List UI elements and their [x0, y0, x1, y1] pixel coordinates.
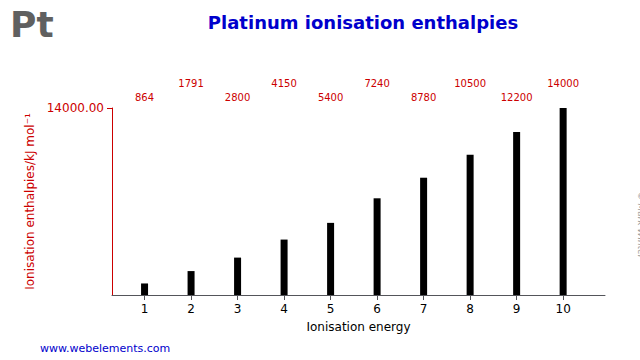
- svg-text:10: 10: [556, 302, 571, 316]
- svg-text:5400: 5400: [318, 92, 343, 103]
- svg-text:6: 6: [373, 302, 381, 316]
- svg-text:www.webelements.com: www.webelements.com: [40, 342, 170, 355]
- svg-text:9: 9: [513, 302, 521, 316]
- svg-text:10500: 10500: [454, 78, 486, 89]
- svg-text:2800: 2800: [225, 92, 250, 103]
- svg-text:8: 8: [466, 302, 474, 316]
- svg-text:5: 5: [327, 302, 335, 316]
- svg-text:Ionisation energy: Ionisation energy: [306, 320, 410, 334]
- svg-text:7240: 7240: [364, 78, 389, 89]
- svg-text:864: 864: [135, 92, 154, 103]
- svg-text:1: 1: [141, 302, 149, 316]
- svg-text:Platinum ionisation enthalpies: Platinum ionisation enthalpies: [208, 12, 518, 33]
- svg-text:4: 4: [280, 302, 288, 316]
- svg-text:7: 7: [420, 302, 428, 316]
- svg-text:Ionisation enthalpies/kJ mol⁻¹: Ionisation enthalpies/kJ mol⁻¹: [23, 113, 37, 290]
- svg-text:12200: 12200: [501, 92, 533, 103]
- svg-text:1791: 1791: [178, 78, 203, 89]
- svg-text:4150: 4150: [271, 78, 296, 89]
- svg-text:3: 3: [234, 302, 242, 316]
- svg-text:2: 2: [187, 302, 195, 316]
- svg-text:Pt: Pt: [10, 4, 54, 45]
- svg-text:8780: 8780: [411, 92, 436, 103]
- svg-text:14000.00: 14000.00: [47, 101, 104, 115]
- svg-text:© Mark Winter: © Mark Winter: [636, 192, 640, 260]
- svg-text:14000: 14000: [547, 78, 579, 89]
